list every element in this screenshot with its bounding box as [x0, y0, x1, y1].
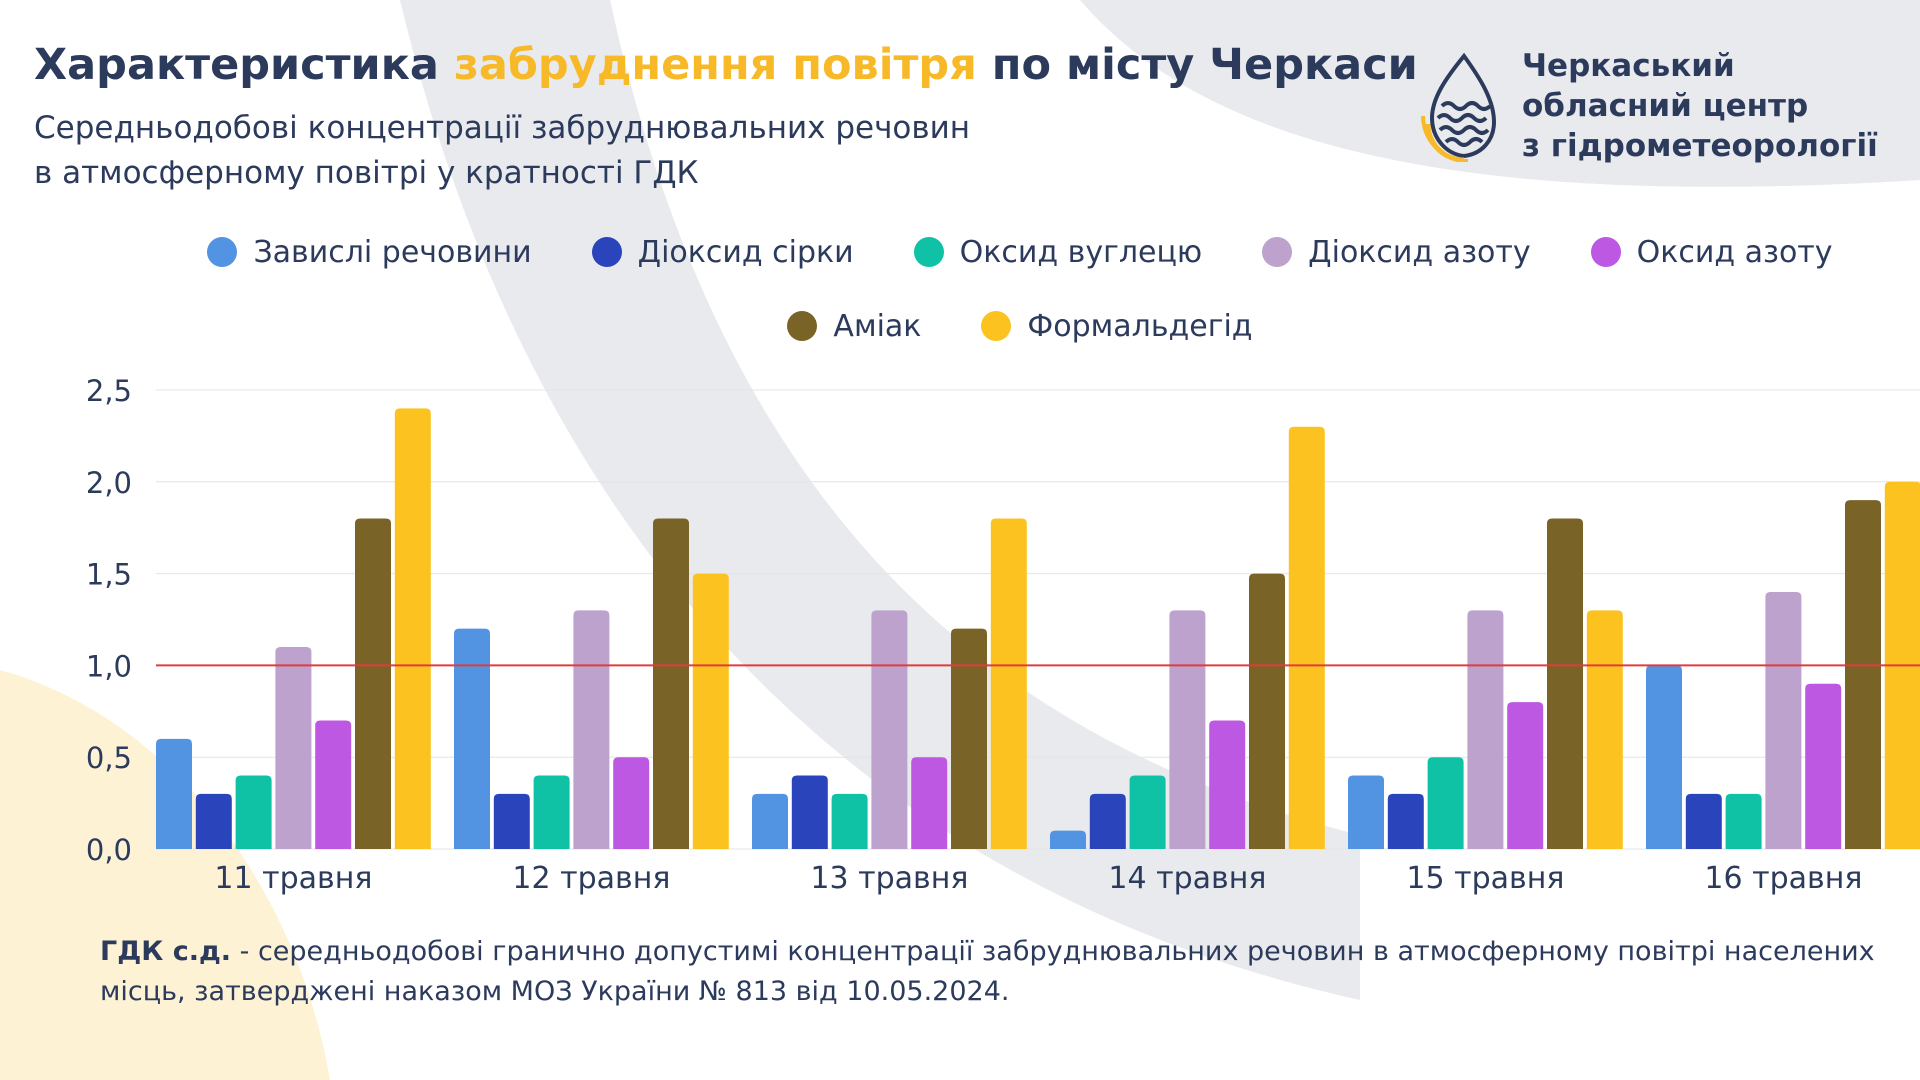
- x-tick-label: 13 травня: [810, 861, 968, 896]
- legend-label: Аміак: [833, 308, 922, 344]
- legend-item: Оксид азоту: [1590, 230, 1833, 274]
- bar: [613, 757, 650, 849]
- legend-item: Діоксид сірки: [591, 230, 854, 274]
- footnote-text: - середньодобові гранично допустимі конц…: [100, 936, 1875, 1007]
- y-tick-label: 0,5: [86, 741, 132, 775]
- bar: [1685, 793, 1722, 849]
- bar: [653, 518, 689, 849]
- legend-item: Оксид вуглецю: [913, 230, 1203, 274]
- legend-label: Оксид азоту: [1636, 234, 1833, 270]
- footnote: ГДК с.д. - середньодобові гранично допус…: [100, 932, 1880, 1012]
- chart-legend: Завислі речовини Діоксид сірки Оксид вугле…: [150, 230, 1890, 348]
- x-tick-label: 12 травня: [512, 861, 670, 896]
- bar: [1845, 500, 1881, 849]
- bar: [1209, 720, 1246, 849]
- bar: [1725, 793, 1762, 849]
- bar: [275, 647, 312, 849]
- legend-label: Діоксид сірки: [637, 234, 854, 270]
- y-tick-label: 1,5: [86, 558, 132, 592]
- legend-swatch: [981, 311, 1012, 341]
- legend-swatch: [913, 237, 944, 267]
- organization-name: Черкаський обласний центр з гідрометеоро…: [1522, 48, 1878, 164]
- y-axis-ticks: 0,0 0,5 1,0 1,5 2,0 2,5: [86, 374, 132, 867]
- x-tick-label: 15 травня: [1406, 861, 1564, 896]
- bar: [911, 757, 948, 849]
- y-tick-label: 2,0: [86, 466, 132, 500]
- bar: [990, 518, 1027, 849]
- bar: [1050, 830, 1086, 849]
- bar: [1089, 793, 1126, 849]
- bar: [315, 720, 352, 849]
- legend-swatch: [1262, 237, 1293, 267]
- legend-item: Формальдегід: [981, 304, 1253, 348]
- title-accent: забруднення повітря: [453, 40, 977, 90]
- bar: [692, 573, 729, 849]
- bar: [1387, 793, 1424, 849]
- bar: [156, 738, 192, 849]
- bar: [1547, 518, 1583, 849]
- legend-label: Діоксид азоту: [1308, 234, 1531, 270]
- bar: [871, 610, 908, 849]
- bar: [831, 793, 868, 849]
- chart-bars: [156, 408, 1920, 849]
- bar: [1765, 591, 1802, 849]
- background-arc-gray: [400, 0, 1360, 1000]
- legend-swatch: [591, 237, 622, 267]
- bar: [951, 628, 987, 849]
- legend-item: Аміак: [787, 304, 921, 348]
- x-tick-label: 11 травня: [214, 861, 372, 896]
- subtitle-line-1: Середньодобові концентрації забруднюваль…: [34, 110, 971, 146]
- bar: [1249, 573, 1285, 849]
- footnote-term: ГДК с.д.: [100, 936, 232, 967]
- background-arc-gray-right: [1080, 0, 1920, 187]
- bar: [1427, 757, 1464, 849]
- bar: [1467, 610, 1504, 849]
- water-drop-sun-logo-icon: [1421, 52, 1496, 162]
- legend-swatch: [787, 311, 818, 341]
- legend-label: Формальдегід: [1027, 308, 1253, 344]
- y-tick-label: 2,5: [86, 374, 132, 408]
- bar: [1129, 775, 1166, 849]
- y-tick-label: 0,0: [86, 833, 132, 867]
- bar: [454, 628, 490, 849]
- page-subtitle: Середньодобові концентрації забруднюваль…: [34, 106, 970, 196]
- bar: [1507, 702, 1544, 849]
- bar: [1586, 610, 1623, 849]
- legend-swatch: [207, 237, 238, 267]
- background-arc-yellow: [0, 670, 330, 1080]
- x-tick-label: 16 травня: [1704, 861, 1862, 896]
- legend-label: Оксид вуглецю: [959, 234, 1203, 270]
- legend-swatch: [1590, 237, 1621, 267]
- bar: [752, 793, 788, 849]
- legend-item: Завислі речовини: [207, 230, 532, 274]
- bar: [1169, 610, 1206, 849]
- bar: [791, 775, 828, 849]
- bar: [235, 775, 272, 849]
- legend-label: Завислі речовини: [253, 234, 532, 270]
- bar: [355, 518, 391, 849]
- bar: [195, 793, 232, 849]
- legend-item: Діоксид азоту: [1262, 230, 1531, 274]
- x-axis-ticks: 11 травня 12 травня 13 травня 14 травня 15 т…: [214, 861, 1862, 896]
- subtitle-line-2: в атмосферному повітрі у кратності ГДК: [34, 155, 699, 191]
- bar: [1288, 426, 1325, 849]
- bar: [573, 610, 610, 849]
- page-title: Характеристика забруднення повітря по мі…: [34, 40, 1418, 90]
- bar: [1348, 775, 1384, 849]
- bar: [493, 793, 530, 849]
- x-tick-label: 14 травня: [1108, 861, 1266, 896]
- y-tick-label: 1,0: [86, 649, 132, 683]
- bar: [533, 775, 570, 849]
- bar: [1646, 665, 1682, 849]
- bar: [394, 408, 431, 849]
- bar: [1805, 683, 1842, 849]
